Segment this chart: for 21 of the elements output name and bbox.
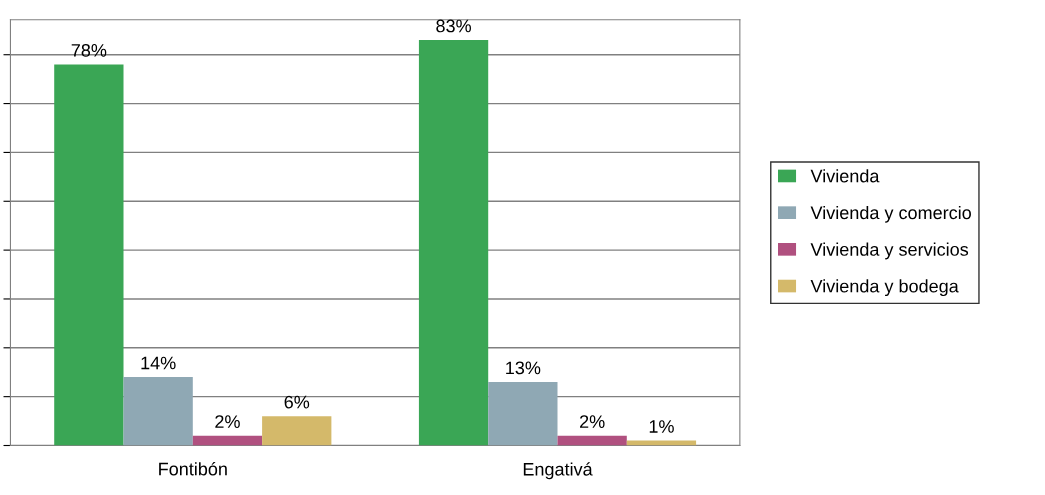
bar: [557, 435, 627, 446]
data-label: 83%: [436, 19, 471, 33]
legend-label: Vivienda y comercio: [810, 205, 971, 223]
data-label: 14%: [141, 356, 176, 370]
bar: [123, 377, 193, 446]
data-label: 6%: [284, 395, 310, 409]
data-label: 1%: [649, 420, 674, 433]
bar: [54, 64, 124, 446]
data-label: 2%: [215, 415, 240, 428]
bar: [488, 382, 558, 446]
data-label: 2%: [580, 415, 605, 428]
data-label: 78%: [71, 43, 107, 57]
legend-label: Vivienda: [810, 169, 880, 183]
legend-label: Vivienda y servicios: [810, 242, 969, 260]
x-tick-label: Engativá: [523, 462, 593, 480]
data-label: 13%: [506, 361, 541, 375]
bar: [418, 40, 489, 446]
bar: [262, 416, 332, 446]
bar: [192, 435, 263, 446]
legend-label: Vivienda y bodega: [810, 279, 959, 297]
x-tick-label: Fontibón: [159, 461, 227, 476]
